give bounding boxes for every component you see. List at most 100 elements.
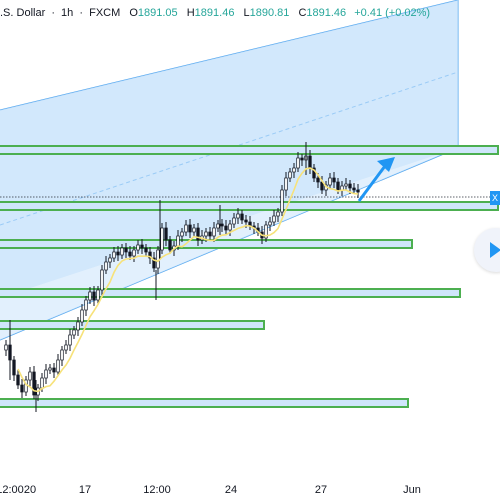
- chevron-right-icon: [490, 242, 500, 258]
- candle-body: [20, 384, 24, 393]
- candle-body: [184, 224, 188, 233]
- candle-body: [236, 213, 240, 219]
- candle-body: [336, 181, 340, 191]
- candle-body: [272, 215, 276, 223]
- candle-body: [228, 223, 232, 231]
- candle-body: [204, 231, 208, 237]
- low-value: 1890.81: [249, 7, 290, 19]
- price-zone[interactable]: [0, 398, 409, 408]
- price-zone[interactable]: [0, 320, 265, 330]
- price-zone[interactable]: [0, 145, 499, 155]
- candle-body: [132, 249, 136, 257]
- candle-body: [116, 251, 120, 256]
- candle-body: [292, 167, 296, 173]
- candle-body: [220, 223, 224, 227]
- candle-body: [108, 257, 112, 263]
- candle-body: [12, 359, 16, 376]
- candle-body: [96, 289, 100, 301]
- candle-body: [16, 374, 20, 386]
- candle-body: [104, 261, 108, 271]
- time-tick: 12:00: [0, 484, 24, 496]
- candle-body: [300, 157, 304, 161]
- candle-body: [208, 231, 212, 237]
- projection-arrow[interactable]: [357, 157, 395, 202]
- candle-body: [112, 251, 116, 259]
- candle-body: [100, 269, 104, 291]
- separator: ·: [51, 7, 55, 19]
- ohlc-legend: .S. Dollar · 1h · FXCM O1891.05 H1891.46…: [0, 7, 430, 19]
- time-tick: 24: [224, 484, 238, 496]
- candle-body: [120, 247, 124, 256]
- candle-body: [136, 244, 140, 251]
- candle-body: [244, 219, 248, 223]
- candle-body: [144, 247, 148, 253]
- timeframe-label[interactable]: 1h: [61, 7, 74, 19]
- candle-body: [128, 251, 132, 257]
- candle-body: [80, 309, 84, 323]
- candle-body: [164, 227, 168, 241]
- candle-body: [72, 329, 76, 336]
- candle-body: [232, 217, 236, 225]
- time-tick: 27: [314, 484, 328, 496]
- candle-body: [64, 344, 68, 351]
- moving-average-line: [17, 167, 359, 393]
- candle-body: [76, 321, 80, 331]
- candle-body: [196, 227, 200, 241]
- candle-body: [240, 213, 244, 221]
- time-tick: 20: [23, 484, 37, 496]
- candle-body: [348, 183, 352, 189]
- candle-body: [140, 244, 144, 249]
- candle-body: [332, 177, 336, 183]
- candle-body: [216, 223, 220, 229]
- candle-body: [124, 247, 128, 253]
- candle-body: [356, 189, 360, 193]
- candle-body: [88, 291, 92, 301]
- candle-body: [352, 187, 356, 191]
- support-resistance-zones[interactable]: [0, 145, 499, 408]
- candle-body: [28, 371, 32, 381]
- close-value: 1891.46: [306, 7, 347, 19]
- candle-body: [188, 224, 192, 233]
- price-zone[interactable]: [0, 288, 461, 298]
- last-price-tag: X: [490, 191, 500, 205]
- candle-body: [156, 249, 160, 269]
- candle-body: [308, 155, 312, 169]
- candle-body: [40, 377, 44, 389]
- candle-body: [212, 227, 216, 237]
- candle-body: [32, 371, 36, 396]
- time-axis[interactable]: 12:00 20 17 12:00 24 27 Jun: [0, 476, 500, 500]
- candle-body: [148, 251, 152, 259]
- price-zone[interactable]: [0, 201, 499, 211]
- candle-body: [284, 177, 288, 191]
- time-tick: 12:00: [143, 484, 171, 496]
- candle-body: [152, 257, 156, 269]
- candle-body: [44, 369, 48, 379]
- low-label: L: [243, 7, 250, 19]
- separator: ·: [79, 7, 84, 19]
- high-value: 1891.46: [194, 7, 235, 19]
- open-value: 1891.05: [137, 7, 178, 19]
- high-label: H: [186, 7, 195, 19]
- time-tick: Jun: [403, 484, 421, 496]
- time-tick: 17: [78, 484, 92, 496]
- candle-body: [4, 344, 8, 351]
- candle-body: [68, 334, 72, 346]
- candle-body: [268, 221, 272, 226]
- candle-body: [84, 299, 88, 311]
- symbol-name[interactable]: .S. Dollar: [0, 7, 46, 19]
- candle-body: [224, 225, 228, 231]
- close-label: C: [298, 7, 307, 19]
- candle-body: [280, 189, 284, 213]
- candle-body: [296, 157, 300, 169]
- candlestick-series: [4, 142, 360, 412]
- candle-body: [344, 183, 348, 187]
- candle-body: [60, 349, 64, 361]
- candle-body: [312, 167, 316, 179]
- source-label: FXCM: [89, 7, 121, 19]
- candle-body: [288, 171, 292, 179]
- open-label: O: [129, 7, 138, 19]
- candle-body: [316, 177, 320, 183]
- candle-body: [176, 235, 180, 247]
